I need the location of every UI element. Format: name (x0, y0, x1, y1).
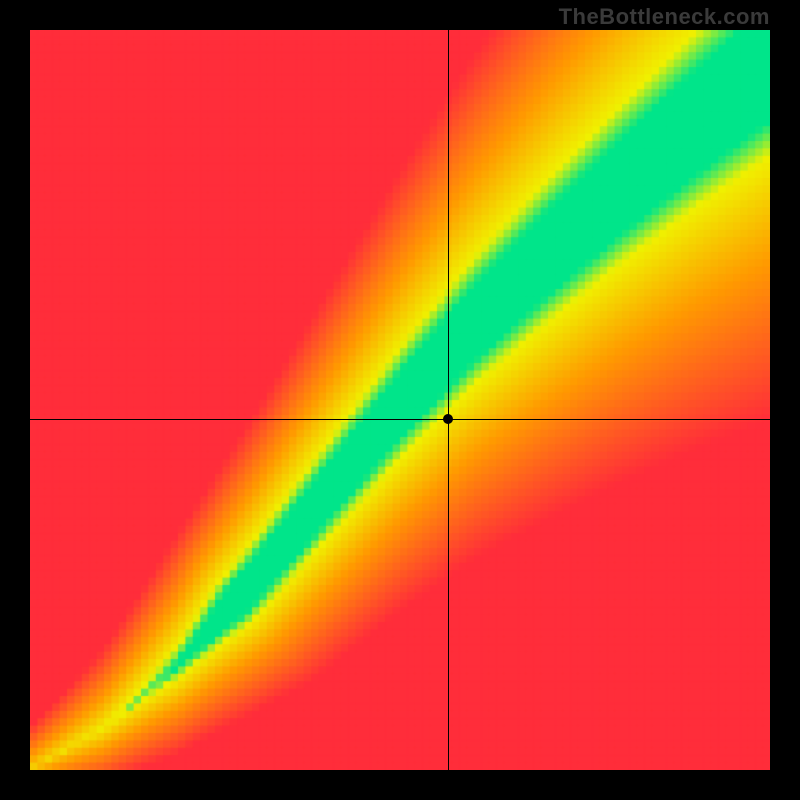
chart-outer: TheBottleneck.com (0, 0, 800, 800)
crosshair-vertical (448, 30, 449, 770)
watermark-text: TheBottleneck.com (559, 4, 770, 30)
selection-marker (443, 414, 453, 424)
plot-area (30, 30, 770, 770)
heatmap-canvas (30, 30, 770, 770)
crosshair-horizontal (30, 419, 770, 420)
